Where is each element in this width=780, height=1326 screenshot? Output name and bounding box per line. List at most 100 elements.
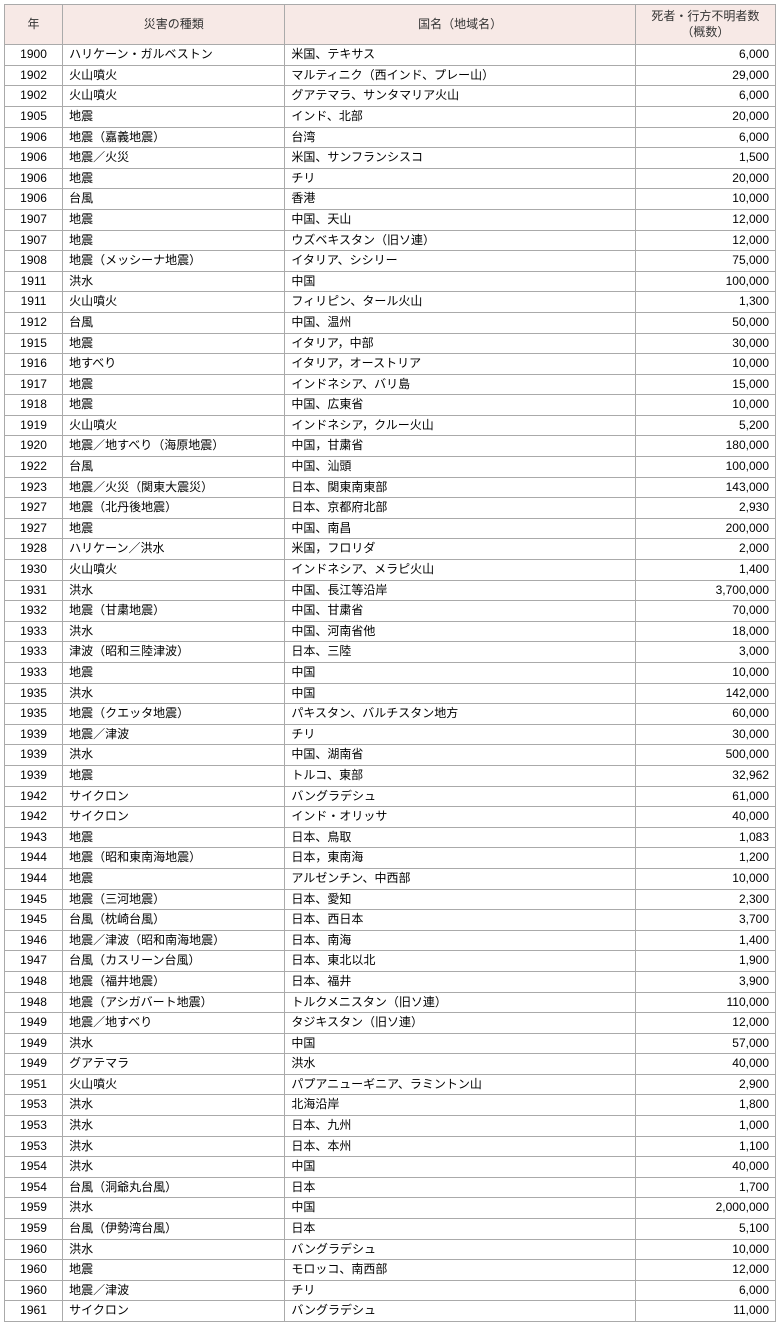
cell-year: 1911 bbox=[5, 271, 63, 292]
cell-type: 地震／津波（昭和南海地震） bbox=[63, 930, 285, 951]
cell-year: 1900 bbox=[5, 45, 63, 66]
table-body: 1900ハリケーン・ガルベストン米国、テキサス6,0001902火山噴火マルティ… bbox=[5, 45, 776, 1322]
cell-region: タジキスタン（旧ソ連） bbox=[285, 1013, 635, 1034]
cell-year: 1906 bbox=[5, 127, 63, 148]
cell-deaths: 5,100 bbox=[635, 1219, 775, 1240]
table-row: 1946地震／津波（昭和南海地震）日本、南海1,400 bbox=[5, 930, 776, 951]
cell-type: 地震 bbox=[63, 209, 285, 230]
table-row: 1933地震中国10,000 bbox=[5, 663, 776, 684]
table-row: 1953洪水日本、九州1,000 bbox=[5, 1116, 776, 1137]
table-row: 1928ハリケーン／洪水米国，フロリダ2,000 bbox=[5, 539, 776, 560]
cell-deaths: 3,000 bbox=[635, 642, 775, 663]
cell-year: 1951 bbox=[5, 1074, 63, 1095]
cell-region: 日本 bbox=[285, 1177, 635, 1198]
cell-region: 中国、温州 bbox=[285, 312, 635, 333]
cell-deaths: 60,000 bbox=[635, 704, 775, 725]
cell-type: 洪水 bbox=[63, 1136, 285, 1157]
cell-type: 台風 bbox=[63, 312, 285, 333]
cell-year: 1954 bbox=[5, 1157, 63, 1178]
cell-year: 1906 bbox=[5, 148, 63, 169]
cell-type: 洪水 bbox=[63, 580, 285, 601]
cell-deaths: 29,000 bbox=[635, 65, 775, 86]
cell-year: 1917 bbox=[5, 374, 63, 395]
cell-type: 洪水 bbox=[63, 1157, 285, 1178]
cell-type: 地震／津波 bbox=[63, 1280, 285, 1301]
cell-deaths: 12,000 bbox=[635, 1013, 775, 1034]
cell-year: 1959 bbox=[5, 1219, 63, 1240]
cell-deaths: 1,100 bbox=[635, 1136, 775, 1157]
cell-region: 中国 bbox=[285, 1198, 635, 1219]
cell-year: 1948 bbox=[5, 971, 63, 992]
cell-region: 中国、広東省 bbox=[285, 395, 635, 416]
cell-region: チリ bbox=[285, 724, 635, 745]
cell-year: 1960 bbox=[5, 1260, 63, 1281]
col-header-region: 国名（地域名） bbox=[285, 5, 635, 45]
cell-type: ハリケーン／洪水 bbox=[63, 539, 285, 560]
cell-type: 地震 bbox=[63, 230, 285, 251]
cell-type: 地震／火災（関東大震災） bbox=[63, 477, 285, 498]
cell-region: イタリア，中部 bbox=[285, 333, 635, 354]
cell-region: 台湾 bbox=[285, 127, 635, 148]
cell-deaths: 2,930 bbox=[635, 498, 775, 519]
cell-deaths: 1,083 bbox=[635, 827, 775, 848]
cell-year: 1953 bbox=[5, 1136, 63, 1157]
cell-deaths: 1,000 bbox=[635, 1116, 775, 1137]
cell-deaths: 6,000 bbox=[635, 1280, 775, 1301]
table-row: 1943地震日本、鳥取1,083 bbox=[5, 827, 776, 848]
cell-year: 1932 bbox=[5, 601, 63, 622]
cell-type: グアテマラ bbox=[63, 1054, 285, 1075]
cell-region: バングラデシュ bbox=[285, 1301, 635, 1322]
cell-deaths: 61,000 bbox=[635, 786, 775, 807]
cell-type: 地震（嘉義地震） bbox=[63, 127, 285, 148]
col-header-type: 災害の種類 bbox=[63, 5, 285, 45]
cell-year: 1933 bbox=[5, 621, 63, 642]
cell-region: 中国、南昌 bbox=[285, 518, 635, 539]
cell-year: 1927 bbox=[5, 518, 63, 539]
cell-year: 1927 bbox=[5, 498, 63, 519]
cell-type: 地震 bbox=[63, 333, 285, 354]
cell-year: 1908 bbox=[5, 251, 63, 272]
cell-year: 1933 bbox=[5, 663, 63, 684]
cell-region: 中国、汕頭 bbox=[285, 457, 635, 478]
cell-region: 中国、河南省他 bbox=[285, 621, 635, 642]
cell-region: トルコ、東部 bbox=[285, 765, 635, 786]
cell-type: 洪水 bbox=[63, 1198, 285, 1219]
table-row: 1927地震（北丹後地震）日本、京都府北部2,930 bbox=[5, 498, 776, 519]
cell-year: 1948 bbox=[5, 992, 63, 1013]
table-row: 1902火山噴火マルティニク（西インド、プレー山）29,000 bbox=[5, 65, 776, 86]
cell-region: チリ bbox=[285, 168, 635, 189]
table-row: 1933津波（昭和三陸津波）日本、三陸3,000 bbox=[5, 642, 776, 663]
cell-type: 地震／火災 bbox=[63, 148, 285, 169]
table-row: 1960地震モロッコ、南西部12,000 bbox=[5, 1260, 776, 1281]
cell-deaths: 70,000 bbox=[635, 601, 775, 622]
cell-type: 地震 bbox=[63, 374, 285, 395]
cell-type: 火山噴火 bbox=[63, 86, 285, 107]
cell-region: 中国 bbox=[285, 1157, 635, 1178]
cell-type: 地震 bbox=[63, 827, 285, 848]
cell-deaths: 3,700,000 bbox=[635, 580, 775, 601]
cell-region: 日本、東北以北 bbox=[285, 951, 635, 972]
cell-type: 地震（アシガバート地震） bbox=[63, 992, 285, 1013]
cell-region: 米国、テキサス bbox=[285, 45, 635, 66]
table-row: 1918地震中国、広東省10,000 bbox=[5, 395, 776, 416]
cell-deaths: 100,000 bbox=[635, 271, 775, 292]
cell-deaths: 1,800 bbox=[635, 1095, 775, 1116]
cell-type: 地震 bbox=[63, 395, 285, 416]
cell-deaths: 1,300 bbox=[635, 292, 775, 313]
table-row: 1919火山噴火インドネシア，クルー火山5,200 bbox=[5, 415, 776, 436]
cell-region: 日本，東南海 bbox=[285, 848, 635, 869]
table-row: 1961サイクロンバングラデシュ11,000 bbox=[5, 1301, 776, 1322]
cell-region: パプアニューギニア、ラミントン山 bbox=[285, 1074, 635, 1095]
cell-deaths: 11,000 bbox=[635, 1301, 775, 1322]
table-row: 1900ハリケーン・ガルベストン米国、テキサス6,000 bbox=[5, 45, 776, 66]
cell-deaths: 10,000 bbox=[635, 395, 775, 416]
cell-year: 1930 bbox=[5, 560, 63, 581]
cell-year: 1919 bbox=[5, 415, 63, 436]
table-row: 1945台風（枕崎台風）日本、西日本3,700 bbox=[5, 910, 776, 931]
cell-deaths: 2,900 bbox=[635, 1074, 775, 1095]
cell-deaths: 142,000 bbox=[635, 683, 775, 704]
table-row: 1935洪水中国142,000 bbox=[5, 683, 776, 704]
table-row: 1960地震／津波チリ6,000 bbox=[5, 1280, 776, 1301]
cell-year: 1942 bbox=[5, 786, 63, 807]
cell-region: 米国、サンフランシスコ bbox=[285, 148, 635, 169]
